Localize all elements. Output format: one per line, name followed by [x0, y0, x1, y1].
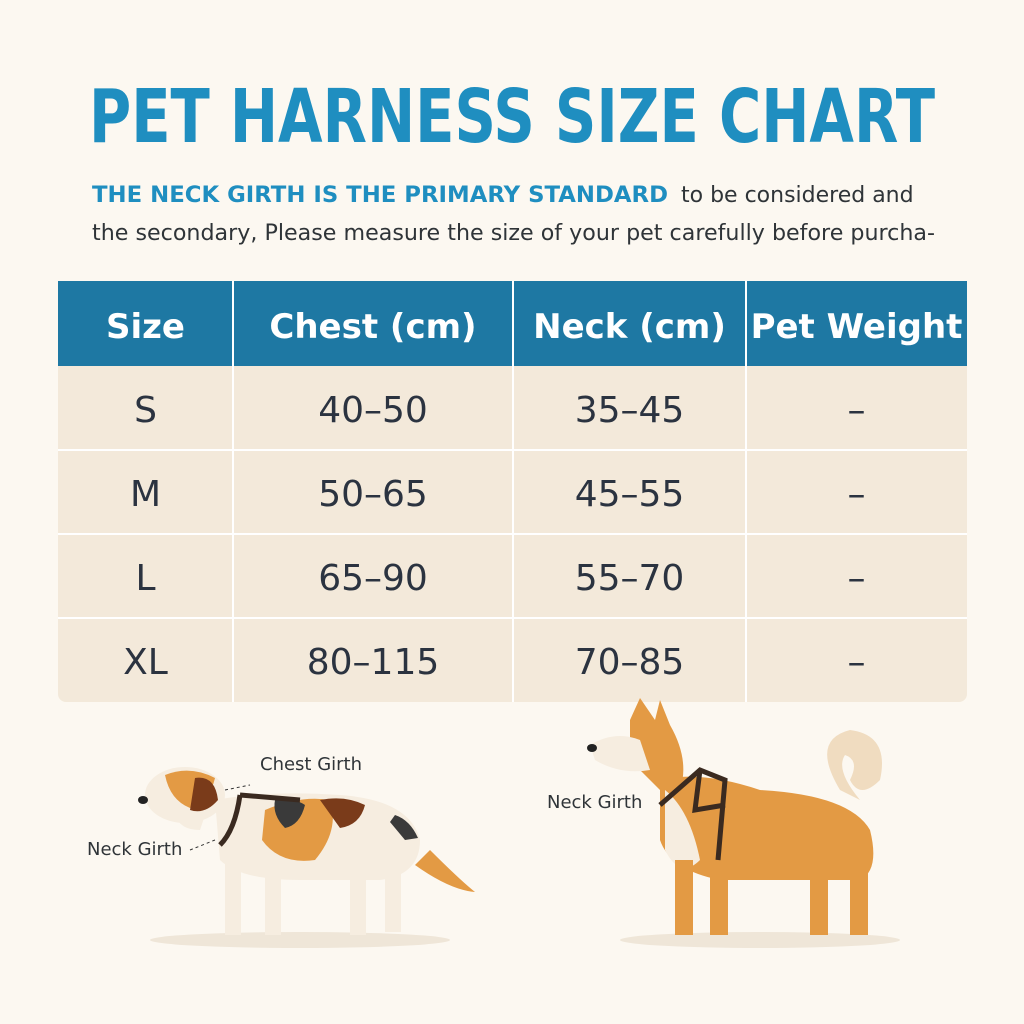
subtitle-rest: to be considered and	[681, 183, 914, 208]
table-cell: 70–85	[575, 642, 685, 683]
table-cell: –	[848, 642, 866, 683]
table-cell: –	[848, 474, 866, 515]
table-cell: 65–90	[318, 558, 428, 599]
subtitle-line-1: THE NECK GIRTH IS THE PRIMARY STANDARD t…	[92, 183, 914, 208]
title: PET HARNESS SIZE CHART	[89, 74, 935, 160]
table-cell: 40–50	[318, 390, 428, 431]
table-cell: 55–70	[575, 558, 685, 599]
table-cell: –	[848, 390, 866, 431]
table-cell: 50–65	[318, 474, 428, 515]
table-cell: 35–45	[575, 390, 685, 431]
table-cell: 45–55	[575, 474, 685, 515]
header-cell: Pet Weight	[751, 307, 963, 347]
table-cell: S	[134, 390, 157, 431]
table-cell: L	[135, 558, 155, 599]
header-cell: Size	[106, 307, 185, 347]
size-table: Size Chest (cm) Neck (cm) Pet Weight S 40–50 3…	[58, 281, 967, 702]
table-cell: 80–115	[307, 642, 440, 683]
subtitle-highlight: THE NECK GIRTH IS THE PRIMARY STANDARD	[92, 183, 668, 208]
left-dog	[138, 767, 475, 948]
header-cell: Chest (cm)	[269, 307, 476, 347]
table-cell: XL	[123, 642, 168, 683]
subtitle-line-2: the secondary, Please measure the size o…	[92, 221, 935, 246]
table-cell: M	[130, 474, 161, 515]
right-dog	[587, 698, 900, 948]
neck-girth-label-right: Neck Girth	[547, 792, 642, 813]
neck-girth-label-left: Neck Girth	[87, 839, 182, 860]
table-cell: –	[848, 558, 866, 599]
header-cell: Neck (cm)	[533, 307, 726, 347]
chest-girth-label: Chest Girth	[260, 754, 362, 775]
